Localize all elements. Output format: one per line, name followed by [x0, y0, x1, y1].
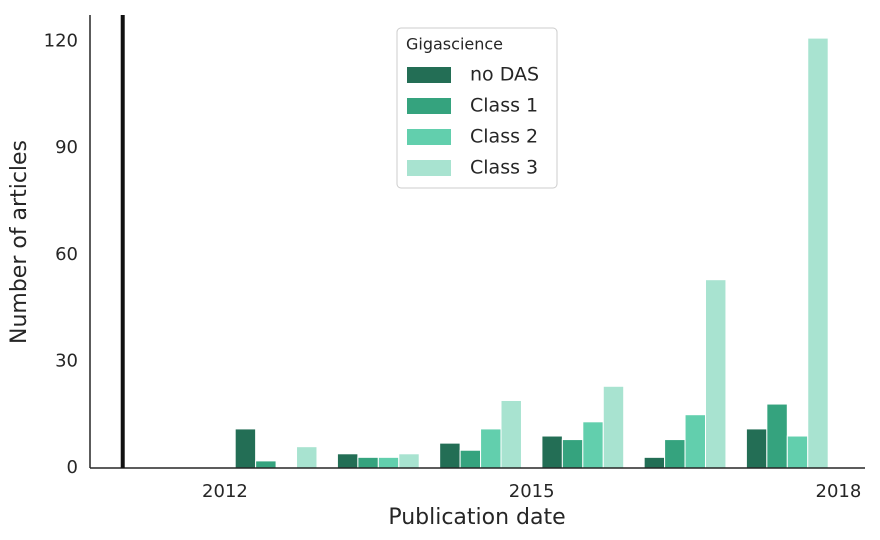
bar — [582, 421, 604, 469]
legend-label: Class 3 — [470, 157, 538, 179]
bar — [480, 428, 502, 469]
bar — [234, 428, 257, 469]
x-tick-label: 2018 — [816, 481, 862, 502]
bar — [500, 399, 522, 469]
bar — [786, 435, 809, 469]
bar — [398, 453, 420, 469]
y-tick-label: 0 — [67, 457, 78, 478]
legend-label: Class 1 — [470, 95, 538, 117]
bar — [561, 439, 584, 469]
x-axis-label: Publication date — [388, 505, 565, 530]
bar — [439, 442, 461, 469]
legend-swatch — [407, 98, 451, 114]
bar — [664, 439, 686, 469]
legend-swatch — [407, 67, 451, 83]
bar — [602, 385, 625, 469]
legend-title: Gigascience — [406, 35, 503, 54]
y-tick-label: 120 — [44, 31, 78, 52]
legend-swatch — [407, 129, 451, 145]
bar — [745, 428, 768, 469]
bar — [807, 37, 829, 469]
bar — [296, 446, 318, 469]
legend-label: Class 2 — [470, 126, 538, 148]
legend-label: no DAS — [470, 64, 539, 86]
bar — [684, 414, 707, 469]
bar — [459, 449, 482, 469]
y-axis-label: Number of articles — [7, 140, 32, 344]
x-tick-label: 2015 — [509, 481, 555, 502]
y-tick-label: 90 — [55, 137, 78, 158]
legend-swatch — [407, 160, 451, 176]
bar — [643, 456, 666, 469]
bar — [705, 279, 727, 469]
x-tick-label: 2012 — [202, 481, 248, 502]
bar — [255, 460, 277, 469]
bar — [336, 453, 359, 469]
y-tick-label: 30 — [55, 350, 78, 371]
bar — [541, 435, 563, 469]
bar — [766, 403, 788, 469]
bar — [377, 456, 400, 469]
y-tick-label: 60 — [55, 244, 78, 265]
bar — [357, 456, 379, 469]
